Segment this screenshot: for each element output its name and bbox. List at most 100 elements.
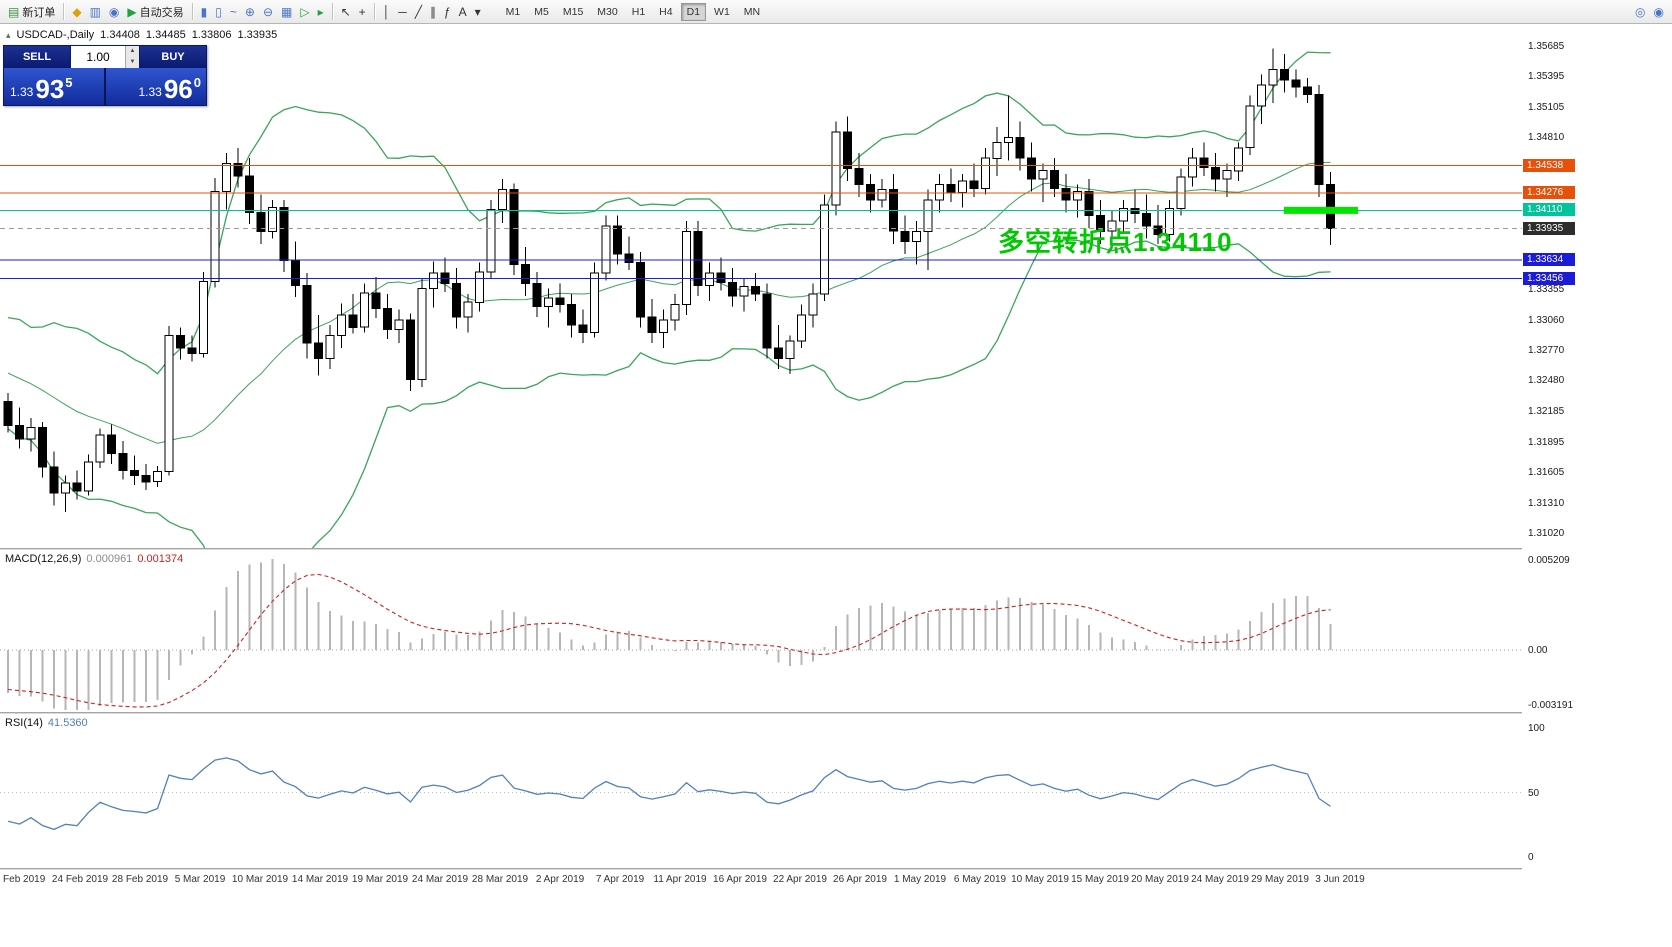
- price-tick: 1.31020: [1528, 527, 1565, 539]
- bar-chart-button[interactable]: ▮: [197, 1, 212, 23]
- zoom-in-button[interactable]: ⊕: [241, 1, 259, 23]
- macd-histogram: [7, 558, 1332, 710]
- price-tick: 1.33355: [1528, 284, 1565, 296]
- charts-button[interactable]: ◆: [68, 1, 85, 23]
- fibonacci-icon: ƒ: [443, 4, 451, 19]
- horizontal-line-icon: ─: [398, 4, 407, 19]
- macd-signal-value: 0.001374: [137, 553, 184, 565]
- sell-price[interactable]: 1.33 93 5: [4, 68, 104, 105]
- panel-separator: [0, 868, 1672, 870]
- timeframe-m5[interactable]: M5: [534, 5, 549, 18]
- timeframe-d1[interactable]: D1: [680, 2, 707, 21]
- timeframe-m15[interactable]: M15: [562, 5, 584, 18]
- auto-scroll-icon: ▷: [300, 4, 310, 19]
- date-label: 14 Mar 2019: [291, 874, 349, 885]
- buy-price-prefix: 1.33: [138, 85, 162, 99]
- price-tick: 1.32480: [1528, 375, 1565, 387]
- favorites-button[interactable]: ◉: [1650, 1, 1668, 23]
- channel-icon: ∥: [429, 4, 436, 19]
- one-click-trading-panel: SELL 1.00 ▲ ▼ BUY 1.33 93 5 1.33 96 0: [3, 45, 207, 106]
- price-badge: 1.34538: [1523, 158, 1575, 172]
- vertical-line-button[interactable]: │: [379, 1, 395, 23]
- timeframe-w1[interactable]: W1: [714, 5, 730, 18]
- toolbar-left: ▤ 新订单 ◆ ▥ ◉ ▶ 自动交易 ▮ ▯ ~ ⊕ ⊖ ▦ ▷ ▸ ↖ + │ ─ ╱ ∥ ƒ A ▾: [4, 1, 485, 23]
- auto-trading-button[interactable]: ▶ 自动交易: [123, 1, 187, 23]
- panel-separator[interactable]: [0, 548, 1672, 550]
- toolbar-separator: [331, 3, 333, 20]
- line-chart-button[interactable]: ~: [226, 1, 241, 23]
- macd-tick: 0.00: [1528, 645, 1548, 656]
- buy-price[interactable]: 1.33 96 0: [106, 68, 206, 105]
- price-axis[interactable]: 1.35685 1.35395 1.35105 1.34810 1.33355 1.330…: [1522, 24, 1672, 890]
- main-chart[interactable]: [0, 24, 1522, 614]
- trendline-button[interactable]: ╱: [411, 1, 426, 23]
- sell-price-sup: 5: [65, 75, 73, 90]
- search-icon: ◎: [1635, 4, 1646, 19]
- arrows-icon: ▾: [474, 4, 481, 19]
- date-label: 6 May 2019: [953, 874, 1007, 885]
- toolbar-separator: [191, 3, 193, 20]
- date-label: 24 Mar 2019: [411, 874, 469, 885]
- auto-trading-button-label: 自动交易: [139, 6, 184, 19]
- arrows-button[interactable]: ▾: [471, 1, 485, 23]
- line-chart-icon: ~: [229, 4, 237, 19]
- timeframe-m30[interactable]: M30: [597, 5, 618, 18]
- buy-button[interactable]: BUY: [140, 46, 206, 68]
- terminal-icon: ◉: [108, 4, 120, 19]
- lot-spinner-up-icon[interactable]: ▲: [126, 46, 139, 57]
- sell-button[interactable]: SELL: [4, 46, 70, 68]
- date-label: 3 Jun 2019: [1315, 874, 1365, 885]
- new-order-button[interactable]: ▤ 新订单: [4, 1, 59, 23]
- chart-shift-button[interactable]: ▸: [314, 1, 328, 23]
- lot-size-field[interactable]: 1.00 ▲ ▼: [70, 46, 140, 68]
- timeframe-h4[interactable]: H4: [659, 5, 673, 18]
- macd-tick: 0.005209: [1528, 555, 1570, 566]
- price-chart-canvas[interactable]: [0, 24, 1522, 614]
- price-badge: 1.33634: [1523, 253, 1575, 267]
- panel-separator[interactable]: [0, 712, 1672, 714]
- price-level-lines[interactable]: [0, 165, 1522, 280]
- candlestick-chart-button[interactable]: ▯: [211, 1, 226, 23]
- date-label: 16 Apr 2019: [713, 874, 767, 885]
- date-label: 1 May 2019: [893, 874, 947, 885]
- search-button[interactable]: ◎: [1631, 1, 1649, 23]
- price-tick: 1.33060: [1528, 314, 1565, 326]
- price-tick: 1.31895: [1528, 436, 1565, 448]
- buy-price-sup: 0: [193, 75, 201, 90]
- chart-annotation-text[interactable]: 多空转折点1.34110: [998, 227, 1233, 257]
- price-tick: 1.32185: [1528, 406, 1565, 418]
- zoom-in-icon: ⊕: [244, 4, 255, 19]
- horizontal-line-button[interactable]: ─: [394, 1, 411, 23]
- chart-title: USDCAD-,Daily: [16, 29, 95, 41]
- timeframe-m1[interactable]: M1: [505, 5, 521, 18]
- terminal-button[interactable]: ◉: [105, 1, 123, 23]
- tile-windows-button[interactable]: ▦: [277, 1, 296, 23]
- toolbar-separator: [373, 3, 375, 20]
- macd-panel[interactable]: [0, 550, 1522, 712]
- charts-icon: ◆: [72, 4, 82, 19]
- rsi-panel[interactable]: [0, 714, 1522, 868]
- channel-button[interactable]: ∥: [426, 1, 440, 23]
- timeframe-mn[interactable]: MN: [743, 5, 761, 18]
- fibonacci-button[interactable]: ƒ: [440, 1, 455, 23]
- lot-spinner: ▲ ▼: [125, 46, 139, 68]
- tile-windows-icon: ▦: [281, 4, 293, 19]
- price-divider: [104, 68, 106, 105]
- date-label: 7 Apr 2019: [595, 874, 645, 885]
- lot-spinner-down-icon[interactable]: ▼: [126, 57, 139, 68]
- price-badge: 1.34110: [1523, 203, 1575, 217]
- sell-price-prefix: 1.33: [10, 85, 34, 99]
- zoom-out-button[interactable]: ⊖: [259, 1, 277, 23]
- bar-chart-icon: ▮: [200, 4, 208, 19]
- rsi-canvas[interactable]: [0, 714, 1522, 868]
- rsi-value: 41.5360: [47, 717, 88, 729]
- text-button[interactable]: A: [455, 1, 471, 23]
- profiles-button[interactable]: ▥: [86, 1, 105, 23]
- auto-scroll-button[interactable]: ▷: [296, 1, 313, 23]
- cursor-button[interactable]: ↖: [337, 1, 355, 23]
- crosshair-button[interactable]: +: [355, 1, 370, 23]
- date-label: 26 Apr 2019: [833, 874, 887, 885]
- macd-canvas[interactable]: [0, 550, 1522, 712]
- timeframe-h1[interactable]: H1: [631, 5, 646, 18]
